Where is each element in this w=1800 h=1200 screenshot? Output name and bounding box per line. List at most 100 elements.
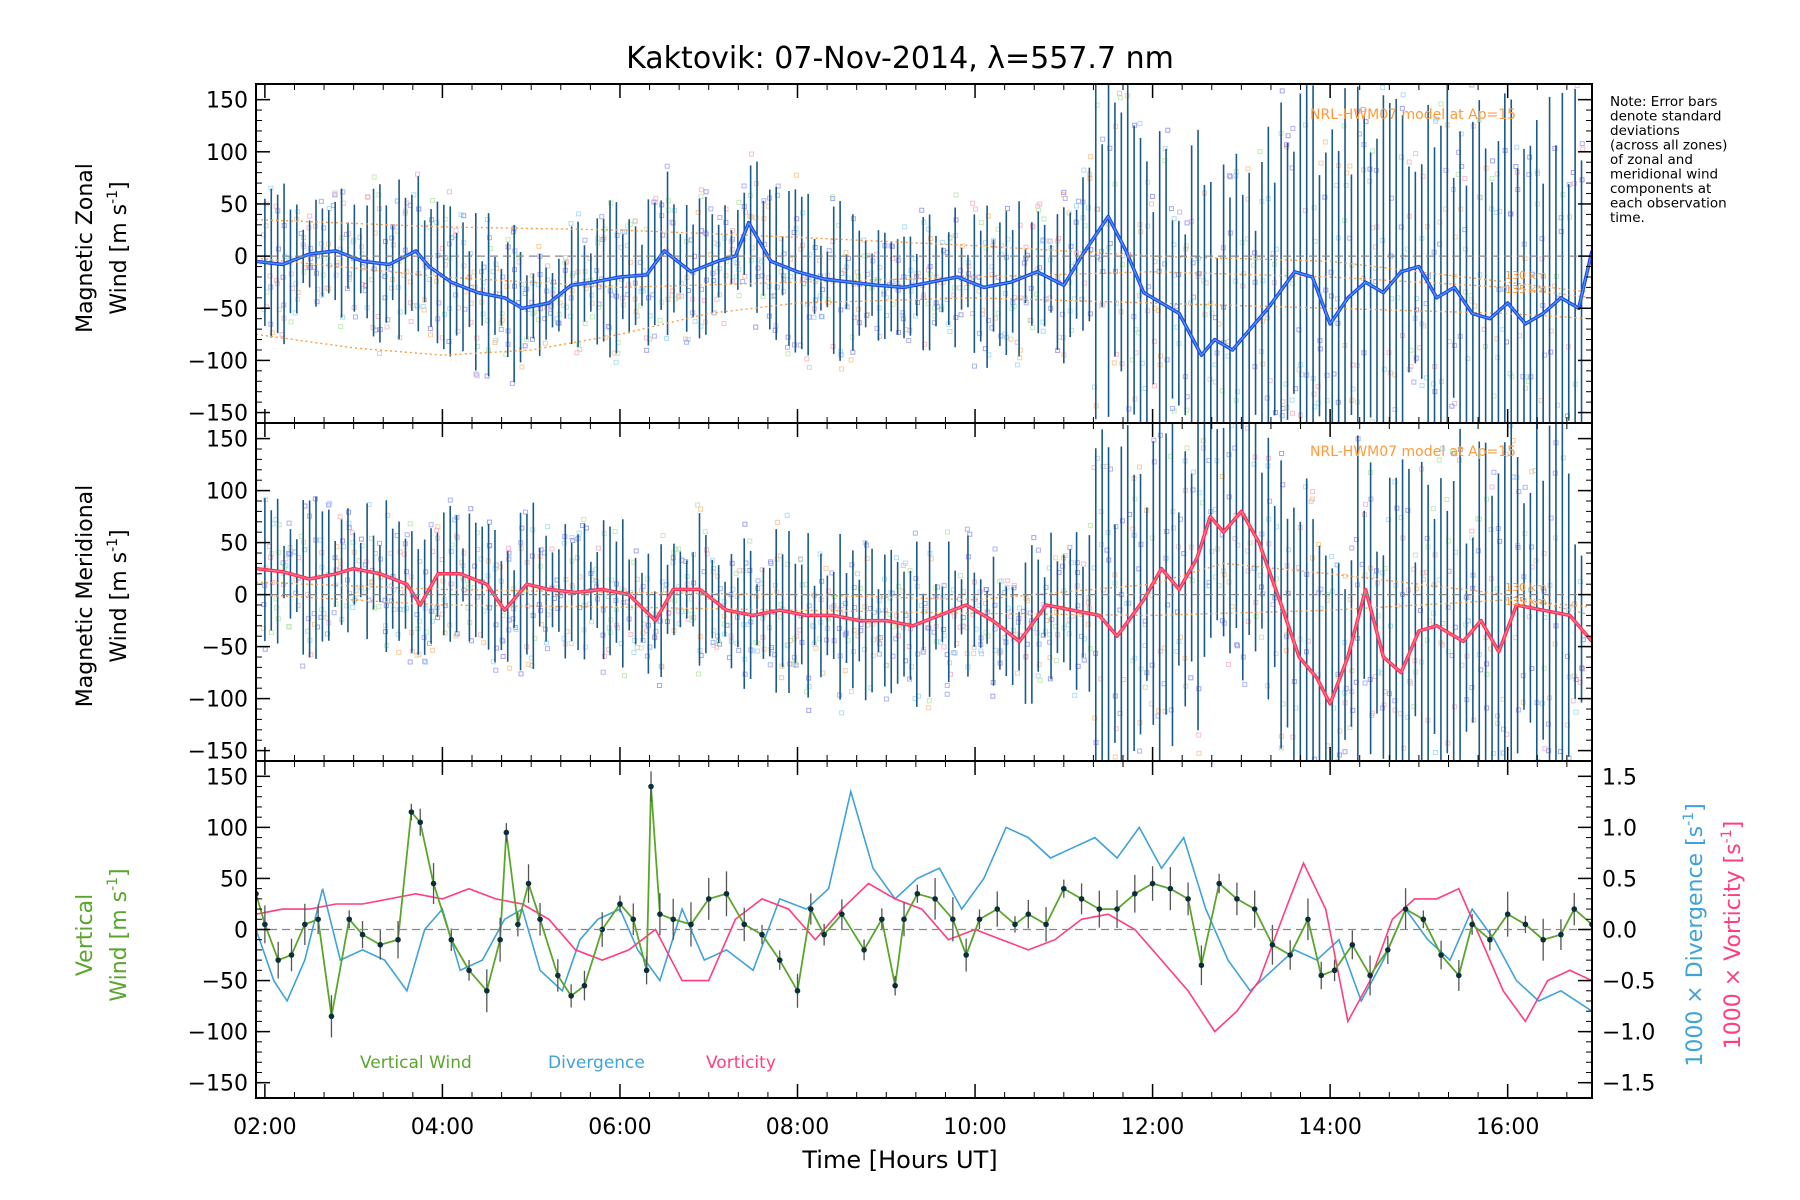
- vertical-wind-point: [1305, 916, 1311, 923]
- scatter-point: [1386, 350, 1392, 356]
- scatter-point: [1362, 680, 1368, 686]
- scatter-point: [1452, 400, 1458, 406]
- scatter-point: [440, 578, 446, 584]
- scatter-point: [1456, 870, 1460, 874]
- scatter-point: [730, 228, 736, 234]
- scatter-point: [1577, 679, 1583, 685]
- scatter-point: [1558, 791, 1562, 795]
- scatter-point: [448, 548, 454, 554]
- scatter-point: [736, 647, 742, 653]
- scatter-point: [940, 626, 946, 632]
- scatter-point: [1548, 349, 1554, 355]
- scatter-point: [1360, 106, 1366, 112]
- scatter-point: [1113, 524, 1119, 530]
- scatter-point: [376, 192, 382, 198]
- scatter-point: [1440, 446, 1446, 452]
- scatter-point: [1188, 300, 1194, 306]
- panel-3-ytick-label: −50: [202, 970, 248, 995]
- zonal-ylabel-line2: Wind [m s-1]: [105, 181, 132, 314]
- scatter-point: [839, 366, 845, 372]
- scatter-point: [1444, 497, 1450, 503]
- scatter-point: [1489, 424, 1493, 428]
- scatter-point: [715, 573, 721, 579]
- vorticity-ylabel: 1000 × Vorticity [s-1]: [1719, 821, 1746, 1049]
- scatter-point: [480, 311, 486, 317]
- scatter-point: [1285, 133, 1291, 139]
- scatter-point: [1260, 278, 1266, 284]
- scatter-point: [708, 206, 714, 212]
- vertical-wind-point: [1025, 911, 1032, 917]
- scatter-point: [1252, 250, 1258, 256]
- vertical-wind-point: [879, 916, 885, 923]
- scatter-point: [915, 651, 921, 657]
- scatter-point: [549, 302, 555, 308]
- scatter-point: [1373, 573, 1379, 579]
- vertical-wind-point: [484, 987, 490, 994]
- scatter-point: [601, 653, 607, 659]
- scatter-point: [1444, 461, 1448, 465]
- scatter-point: [526, 661, 532, 667]
- scatter-point: [493, 261, 499, 267]
- vertical-wind-point: [994, 906, 1001, 912]
- scatter-point: [631, 650, 637, 656]
- scatter-point: [1092, 715, 1098, 721]
- scatter-point: [1034, 630, 1040, 636]
- vertical-wind-point: [1331, 967, 1338, 974]
- scatter-point: [747, 213, 753, 219]
- scatter-point: [710, 639, 716, 645]
- scatter-point: [589, 619, 595, 625]
- scatter-point: [1330, 468, 1334, 472]
- scatter-point: [798, 557, 804, 563]
- vertical-wind-point: [776, 957, 783, 963]
- scatter-point: [1264, 395, 1270, 401]
- scatter-point: [998, 649, 1004, 655]
- vertical-wind-point: [688, 921, 694, 928]
- scatter-point: [1430, 610, 1436, 616]
- scatter-point: [1535, 758, 1541, 761]
- scatter-point: [1405, 714, 1411, 720]
- scatter-point: [679, 293, 685, 299]
- scatter-point: [1565, 722, 1571, 728]
- scatter-point: [1145, 308, 1151, 314]
- vertical-wind-point: [1487, 936, 1493, 943]
- vertical-wind-point: [892, 982, 898, 989]
- scatter-point: [1322, 774, 1326, 778]
- scatter-point: [568, 641, 574, 647]
- scatter-point: [900, 588, 906, 594]
- scatter-point: [529, 280, 535, 286]
- xtick-label: 12:00: [1121, 1115, 1184, 1140]
- scatter-point: [1396, 435, 1400, 439]
- scatter-point: [953, 217, 959, 223]
- scatter-point: [346, 520, 352, 526]
- scatter-point: [1514, 427, 1518, 431]
- scatter-point: [628, 632, 634, 638]
- scatter-point: [505, 237, 511, 243]
- scatter-point: [288, 319, 294, 325]
- scatter-point: [1399, 154, 1405, 160]
- scatter-point: [767, 662, 773, 668]
- scatter-point: [430, 198, 436, 204]
- scatter-point: [1117, 415, 1121, 419]
- scatter-point: [1209, 548, 1215, 554]
- scatter-point: [1184, 445, 1190, 451]
- scatter-point: [1021, 260, 1027, 266]
- scatter-point: [842, 668, 848, 674]
- scatter-point: [774, 284, 780, 290]
- scatter-point: [850, 349, 856, 355]
- scatter-point: [947, 328, 953, 334]
- scatter-point: [1176, 209, 1182, 215]
- scatter-point: [1305, 53, 1309, 57]
- panel-1-ytick-label: −100: [188, 349, 248, 374]
- scatter-point: [455, 535, 461, 541]
- scatter-point: [1427, 79, 1431, 83]
- vertical-wind-point: [901, 916, 907, 923]
- scatter-point: [970, 200, 976, 206]
- panel-1-ytick-label: 150: [206, 89, 248, 114]
- scatter-point: [695, 502, 701, 508]
- scatter-point: [340, 189, 346, 195]
- panel-3-ytick-label: 0: [234, 919, 248, 944]
- scatter-point: [819, 314, 825, 320]
- vertical-wind-point: [808, 906, 814, 912]
- vertical-wind-point: [315, 916, 321, 923]
- scatter-point: [545, 263, 551, 269]
